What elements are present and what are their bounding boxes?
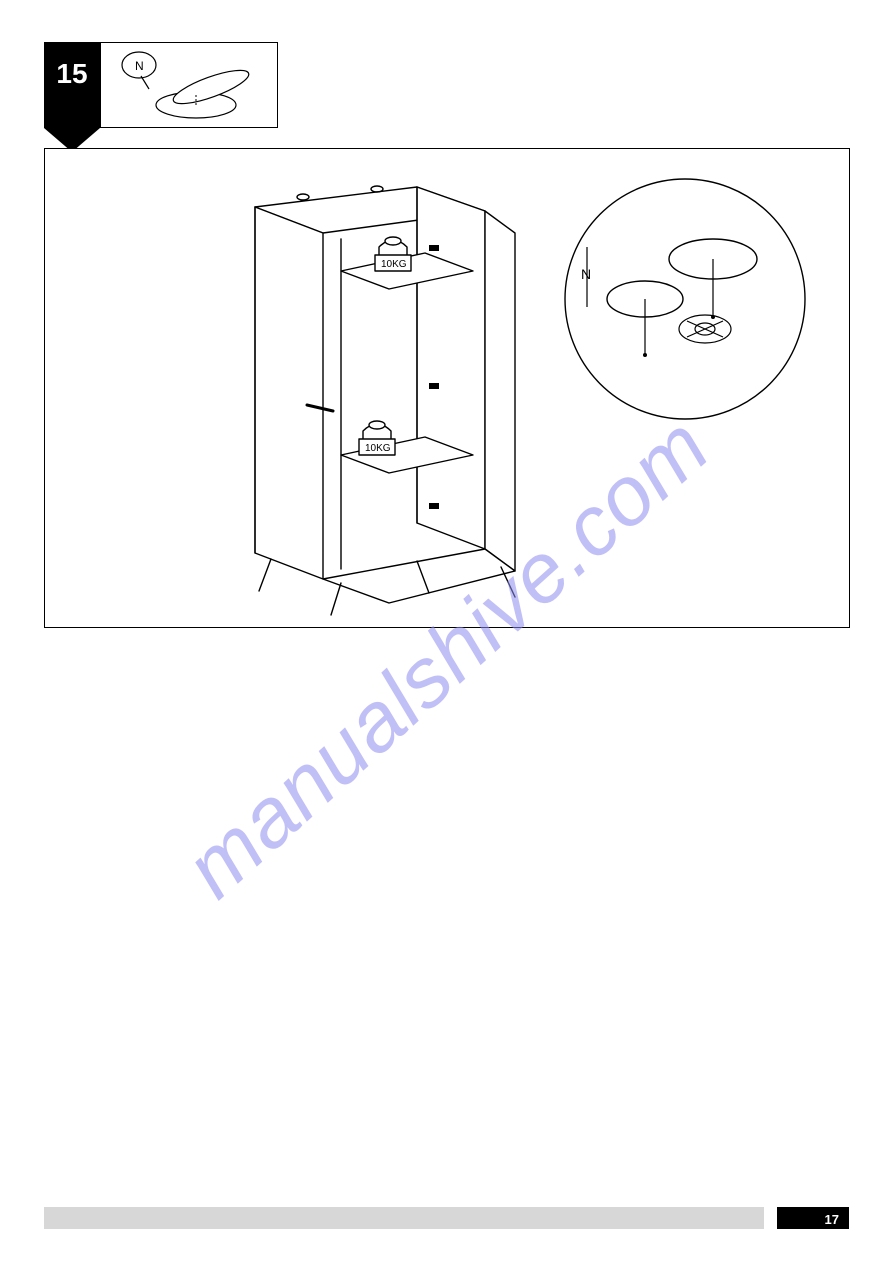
footer-bar-grey xyxy=(44,1207,764,1229)
page-number: 17 xyxy=(825,1212,839,1227)
detail-label: N xyxy=(581,266,591,282)
main-diagram-svg: 10KG 10KG xyxy=(45,149,851,629)
manual-page: 15 N xyxy=(0,0,893,1263)
step-thumb-box: N xyxy=(100,42,278,128)
wardrobe-drawing xyxy=(255,186,515,615)
thumb-icon-svg: N xyxy=(101,43,279,129)
main-diagram-frame: 10KG 10KG xyxy=(44,148,850,628)
step-number: 15 xyxy=(52,58,92,90)
weight-label-bottom: 10KG xyxy=(365,443,391,454)
detail-callout: N xyxy=(565,179,805,419)
weight-label-top: 10KG xyxy=(381,259,407,270)
thumb-label: N xyxy=(135,59,144,73)
